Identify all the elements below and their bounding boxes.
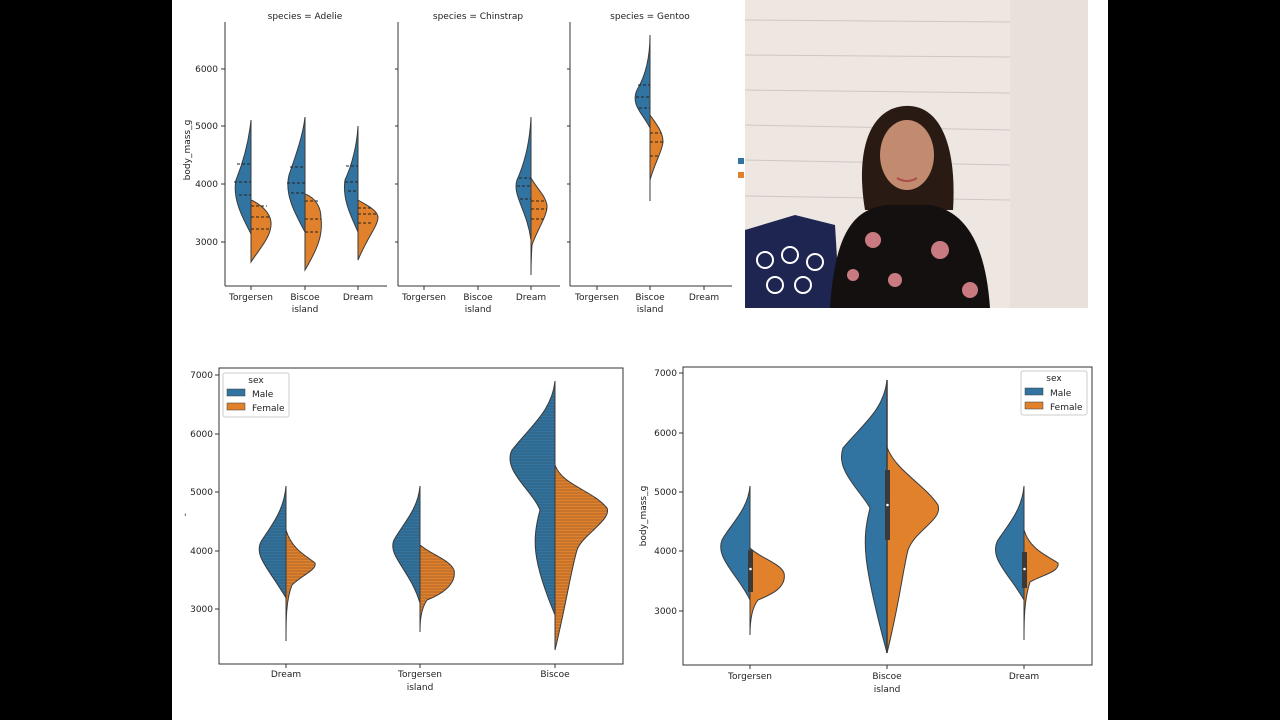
y-tick: 5000 xyxy=(195,122,218,132)
y-tick: 5000 xyxy=(190,488,213,498)
x-axis-label: island xyxy=(292,305,319,315)
y-axis-label: body_mass_g xyxy=(639,486,649,547)
legend: sex Male Female xyxy=(222,372,290,418)
y-tick: 4000 xyxy=(190,547,213,557)
y-tick: 5000 xyxy=(654,488,677,498)
x-tick: Biscoe xyxy=(635,293,665,303)
presenter-photo xyxy=(745,0,1088,308)
box-inner xyxy=(748,380,1027,653)
panel-chinstrap: species = Chinstrap Torgersen Biscoe Dre… xyxy=(395,12,560,315)
x-tick: Torgersen xyxy=(574,293,619,303)
panel-title: species = Gentoo xyxy=(610,12,690,22)
y-tick: 4000 xyxy=(654,547,677,557)
legend-swatch-male xyxy=(738,158,744,164)
box-violin-chart: body_mass_g 7000 6000 5000 4000 3000 Tor… xyxy=(639,366,1093,695)
legend-label-male: Male xyxy=(1050,389,1072,399)
facet-violin-chart: body_mass_g species = Adelie 6000 5000 4… xyxy=(183,12,744,315)
person-photo-icon xyxy=(745,0,1088,308)
x-axis-label: island xyxy=(637,305,664,315)
x-axis-label: island xyxy=(407,683,434,693)
legend-swatch-female xyxy=(226,402,246,411)
x-tick: Torgersen xyxy=(727,672,772,682)
x-tick: Biscoe xyxy=(463,293,493,303)
legend-swatch-male xyxy=(1024,387,1044,396)
y-tick: 7000 xyxy=(190,371,213,381)
legend-swatch-female xyxy=(1024,401,1044,410)
x-tick: Biscoe xyxy=(290,293,320,303)
x-tick: Dream xyxy=(689,293,719,303)
panel-gentoo: species = Gentoo Torgersen Biscoe Dream … xyxy=(567,12,732,315)
y-tick: 6000 xyxy=(190,430,213,440)
x-tick: Biscoe xyxy=(872,672,902,682)
y-tick: 3000 xyxy=(195,238,218,248)
legend-title: sex xyxy=(1046,374,1062,384)
y-tick: 3000 xyxy=(654,607,677,617)
y-tick: 7000 xyxy=(654,369,677,379)
y-tick: 3000 xyxy=(190,605,213,615)
legend-label-female: Female xyxy=(252,404,285,414)
legend-swatch-male xyxy=(226,388,246,397)
legend: sex Male Female xyxy=(1020,370,1088,416)
x-tick: Torgersen xyxy=(401,293,446,303)
x-axis-label: island xyxy=(874,685,901,695)
y-tick: 4000 xyxy=(195,180,218,190)
panel-title: species = Chinstrap xyxy=(433,12,524,22)
y-tick: 6000 xyxy=(654,429,677,439)
x-tick: Dream xyxy=(343,293,373,303)
x-tick: Dream xyxy=(271,670,301,680)
y-axis-label-fragment: ' xyxy=(184,513,186,523)
x-tick: Dream xyxy=(516,293,546,303)
stick-violin-chart: ' 7000 6000 5000 4000 3000 Dream Torgers… xyxy=(184,367,624,693)
legend-label-male: Male xyxy=(252,390,274,400)
legend-title: sex xyxy=(248,376,264,386)
y-tick: 6000 xyxy=(195,65,218,75)
panel-adelie: species = Adelie 6000 5000 4000 3000 Tor… xyxy=(195,12,387,315)
x-tick: Torgersen xyxy=(228,293,273,303)
x-tick: Dream xyxy=(1009,672,1039,682)
legend-swatch-female xyxy=(738,172,744,178)
x-tick: Torgersen xyxy=(397,670,442,680)
x-tick: Biscoe xyxy=(540,670,570,680)
x-axis-label: island xyxy=(465,305,492,315)
y-axis-label: body_mass_g xyxy=(183,120,193,181)
legend-label-female: Female xyxy=(1050,403,1083,413)
panel-title: species = Adelie xyxy=(268,12,343,22)
